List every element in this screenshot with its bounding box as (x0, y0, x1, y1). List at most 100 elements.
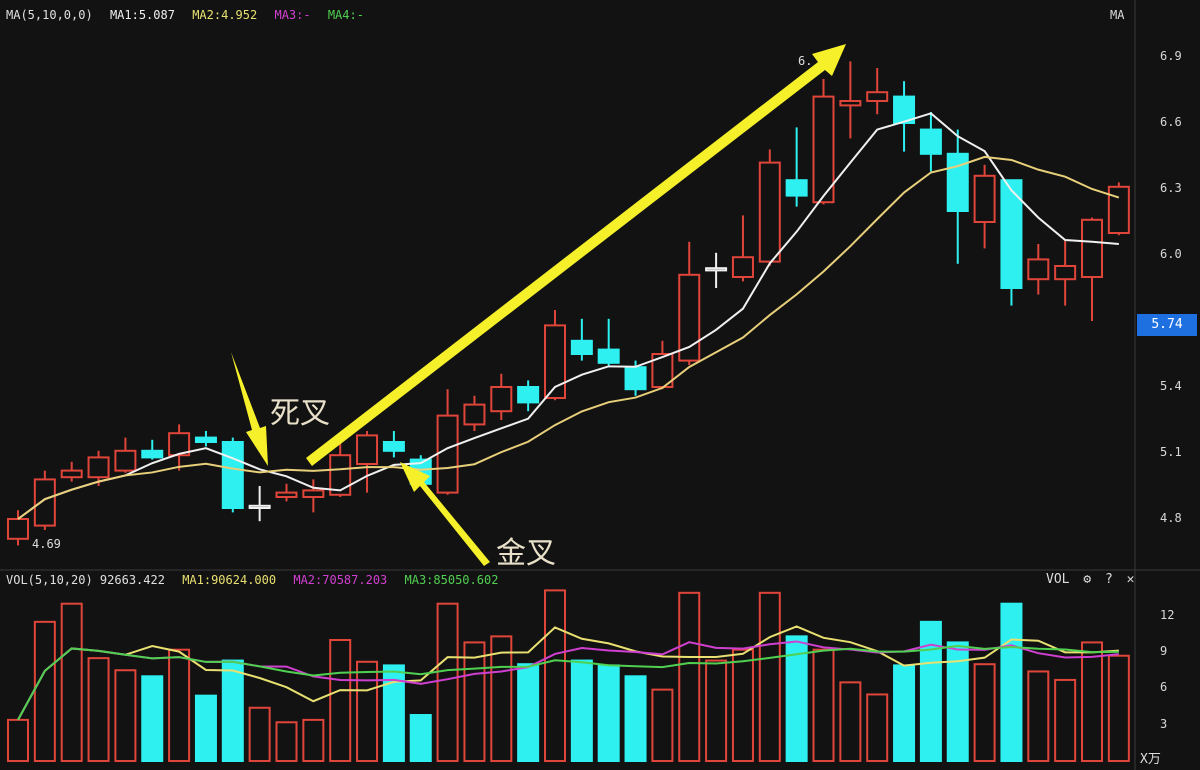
volume-bar (651, 688, 674, 762)
volume-bar (194, 694, 217, 762)
candle-up (1081, 218, 1103, 279)
candle-down (517, 386, 540, 404)
candle-up (490, 386, 513, 413)
candle-up (302, 489, 325, 498)
volume-bar (114, 669, 137, 762)
volume-bar (624, 675, 647, 762)
volume-bar (678, 591, 701, 762)
candle-up (1107, 185, 1130, 235)
price-tick-label: 6.6 (1160, 115, 1182, 129)
price-tick-label: 6.0 (1160, 247, 1182, 261)
candle-up (544, 324, 566, 399)
volume-bar (866, 693, 889, 763)
candle-up (1027, 258, 1050, 281)
ma2-value: MA2:4.952 (192, 8, 258, 22)
candle-up (60, 469, 83, 479)
price-tick-label: 5.1 (1160, 445, 1182, 459)
candle-down (597, 348, 620, 364)
candle-up (7, 518, 29, 540)
volume-bar (490, 635, 513, 762)
candle-up (248, 504, 271, 509)
volume-bar (87, 657, 110, 763)
vol-ma20-line (17, 644, 1119, 721)
ma-params: MA(5,10,0,0) (6, 8, 93, 22)
volume-bar (946, 641, 969, 762)
golden-cross-arrow (400, 462, 490, 566)
volume-bar (356, 660, 379, 763)
candle-up (87, 456, 110, 479)
candle-up (168, 432, 191, 457)
volume-bar (973, 663, 996, 763)
volume-unit: X万 (1140, 752, 1161, 767)
candle-up (866, 91, 889, 102)
ma4-value: MA4:- (327, 8, 364, 22)
volume-bar (221, 659, 244, 763)
volume-bar (919, 620, 942, 762)
candle-down (382, 441, 405, 452)
candle-up (839, 100, 862, 107)
volume-tick-label: 6 (1160, 680, 1168, 695)
candlestick-layer (7, 61, 1130, 546)
candle-up (114, 449, 137, 472)
volume-bar (60, 602, 83, 763)
candle-up (705, 267, 728, 272)
candle-down (785, 179, 808, 197)
volume-bar (570, 659, 593, 763)
candle-up (329, 454, 352, 496)
candle-down (893, 95, 916, 124)
volume-bar (785, 635, 808, 762)
volume-controls: VOL ⚙ ? ✕ (1046, 572, 1144, 587)
volume-bar (141, 675, 164, 762)
help-icon[interactable]: ? (1104, 572, 1113, 587)
volume-bar (1027, 670, 1050, 763)
volume-bar (544, 589, 566, 763)
ma5-line (17, 112, 1119, 520)
volume-tick-label: 12 (1160, 607, 1175, 622)
death-cross-arrow (231, 352, 268, 466)
candle-up (758, 161, 781, 263)
volume-bar (812, 648, 835, 762)
volume-bar (758, 591, 781, 762)
volume-layer (7, 589, 1130, 763)
candle-up (356, 434, 379, 465)
price-tick-label: 6.3 (1160, 181, 1182, 195)
uptrend-arrow (306, 44, 846, 466)
volume-bar (893, 664, 916, 762)
vol-indicator-label[interactable]: VOL (1046, 572, 1070, 587)
candle-up (731, 256, 754, 279)
candle-up (463, 403, 486, 426)
volume-tick-label: 9 (1160, 644, 1168, 659)
candle-up (812, 95, 835, 204)
volume-bar (1000, 602, 1023, 763)
low-price-label: 4.69 (32, 537, 61, 551)
volume-bar (248, 706, 271, 763)
volume-bar (839, 681, 862, 762)
candle-up (436, 414, 459, 494)
volume-bar (329, 639, 352, 762)
candle-up (973, 174, 996, 224)
volume-bar (302, 718, 325, 762)
death-cross-label: 死叉 (270, 396, 330, 431)
candle-up (275, 491, 298, 499)
gear-icon[interactable]: ⚙ (1083, 572, 1092, 587)
price-header: MA(5,10,0,0) MA1:5.087 MA2:4.952 MA3:- M… (6, 8, 374, 22)
vol-ma2: MA2:70587.203 (293, 573, 388, 587)
volume-bar (1081, 641, 1103, 762)
volume-bar (1107, 654, 1130, 762)
high-price-label: 6. (798, 54, 813, 68)
indicator-label[interactable]: MA (1110, 8, 1125, 22)
price-tick-label: 5.4 (1160, 379, 1182, 393)
candle-up (678, 273, 701, 362)
volume-bar (463, 641, 486, 762)
close-icon[interactable]: ✕ (1126, 572, 1135, 587)
volume-bar (517, 663, 540, 763)
volume-bar (597, 664, 620, 762)
vol-ma3: MA3:85050.602 (404, 573, 499, 587)
volume-bar (7, 718, 29, 762)
volume-bar (436, 602, 459, 763)
candle-down (141, 449, 164, 459)
candle-down (570, 339, 593, 355)
volume-bar (382, 664, 405, 762)
price-tick-label: 4.8 (1160, 511, 1182, 525)
vol-ma1: MA1:90624.000 (182, 573, 277, 587)
